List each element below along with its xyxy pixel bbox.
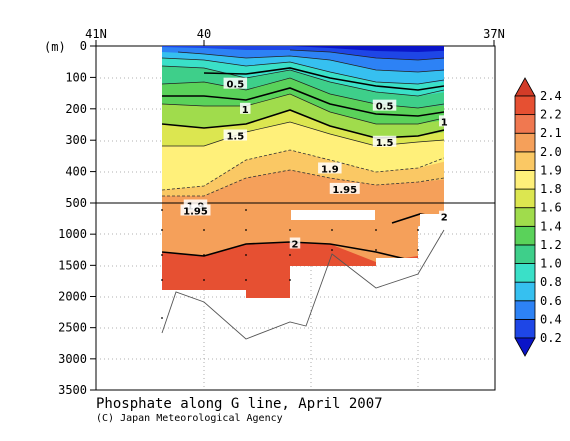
y-unit-label: (m) xyxy=(44,40,66,54)
contour-label-bg xyxy=(439,210,450,222)
contour-label: 2 xyxy=(292,240,299,251)
filled-contours xyxy=(162,46,444,298)
colorbar-tick-label: 0.2 xyxy=(540,331,562,345)
colorbar-segment xyxy=(514,263,536,283)
contour-label: 0.5 xyxy=(226,80,244,91)
colorbar-tick-label: 2.0 xyxy=(540,145,562,159)
contour-label-bg xyxy=(372,99,397,111)
contour-label: 1.9 xyxy=(321,164,339,175)
no-data-patches xyxy=(291,210,444,226)
contour-label: 1 xyxy=(242,105,249,116)
y-tick-label: 300 xyxy=(65,133,87,147)
colorbar-tick-label: 0.6 xyxy=(540,294,562,308)
colorbar-segment xyxy=(514,132,536,153)
colorbar-min-arrow xyxy=(514,337,536,357)
contour-label: 1.95 xyxy=(332,185,357,196)
chart-title: Phosphate along G line, April 2007 xyxy=(96,396,383,412)
contour-label: 1 xyxy=(441,117,448,128)
colorbar-tick-label: 1.2 xyxy=(540,238,562,252)
y-tick-label: 2500 xyxy=(58,321,87,335)
y-tick-label: 1500 xyxy=(58,258,87,272)
colorbar-tick-label: 1.8 xyxy=(540,182,562,196)
colorbar-segment xyxy=(514,225,536,246)
contour-label: 1.95 xyxy=(183,206,208,217)
contour-label: 2 xyxy=(441,213,448,224)
x-tick-label: 41N xyxy=(85,27,107,41)
colorbar-tick-label: 1.6 xyxy=(540,201,562,215)
colorbar-segment xyxy=(514,244,536,264)
colorbar-segment xyxy=(514,300,536,320)
contour-label: 0.5 xyxy=(376,102,394,113)
contour-label: 1.5 xyxy=(226,131,244,142)
colorbar-segment xyxy=(514,170,536,190)
colorbar-segment xyxy=(514,95,536,116)
colorbar-max-arrow xyxy=(514,77,536,97)
x-tick-label: 37N xyxy=(483,27,505,41)
colorbar-tick-label: 1.9 xyxy=(540,163,562,177)
station-points xyxy=(161,209,419,319)
colorbar-tick-label: 0.8 xyxy=(540,275,562,289)
colorbar-segment xyxy=(514,114,536,134)
bottom-topography-line xyxy=(161,229,445,340)
y-tick-label: 200 xyxy=(65,102,87,116)
colorbar-tick-label: 1.4 xyxy=(540,219,562,233)
y-tick-label: 500 xyxy=(65,196,87,210)
y-axis: 0 100 200 300 400 500 1000 1500 2000 2500 3000 3500 xyxy=(58,39,96,397)
contour-label-bg xyxy=(439,115,450,127)
contour-label-bg xyxy=(329,182,360,194)
x-tick-label: 40 xyxy=(197,27,211,41)
colorbar-tick-label: 2.2 xyxy=(540,108,562,122)
contour-label: 1.5 xyxy=(376,138,394,149)
y-tick-label: 3000 xyxy=(58,352,87,366)
colorbar-tick-label: 0.4 xyxy=(540,312,562,326)
x-axis: 41N 40 37N xyxy=(85,27,505,46)
colorbar-segment xyxy=(514,207,536,227)
y-tick-label: 400 xyxy=(65,165,87,179)
contour-label-bg xyxy=(240,102,251,114)
contour-label-bg xyxy=(223,77,248,89)
contour-label-bg xyxy=(223,129,248,141)
colorbar-segment xyxy=(514,151,536,171)
colorbar-tick-label: 2.1 xyxy=(540,126,562,140)
colorbar-tick-label: 1.0 xyxy=(540,257,562,271)
contour-label-bg xyxy=(180,204,211,216)
y-tick-label: 0 xyxy=(80,39,87,53)
y-tick-label: 2000 xyxy=(58,290,87,304)
colorbar-segment xyxy=(514,318,536,339)
credit-text: (C) Japan Meteorological Agency xyxy=(96,413,283,424)
y-tick-label: 100 xyxy=(65,70,87,84)
y-tick-label: 1000 xyxy=(58,227,87,241)
colorbar-segment xyxy=(514,188,536,209)
contour-label-bg xyxy=(318,162,342,174)
y-tick-label: 3500 xyxy=(58,383,87,397)
colorbar-tick-label: 2.4 xyxy=(540,89,562,103)
colorbar: 0.2 0.4 0.6 0.8 1.0 1.2 1.4 1.6 1.8 1.9 2.0 2.1 2.2 2… xyxy=(514,77,562,357)
contour-label-bg xyxy=(289,237,301,249)
contour-label-bg xyxy=(372,135,397,147)
colorbar-segment xyxy=(514,281,536,302)
